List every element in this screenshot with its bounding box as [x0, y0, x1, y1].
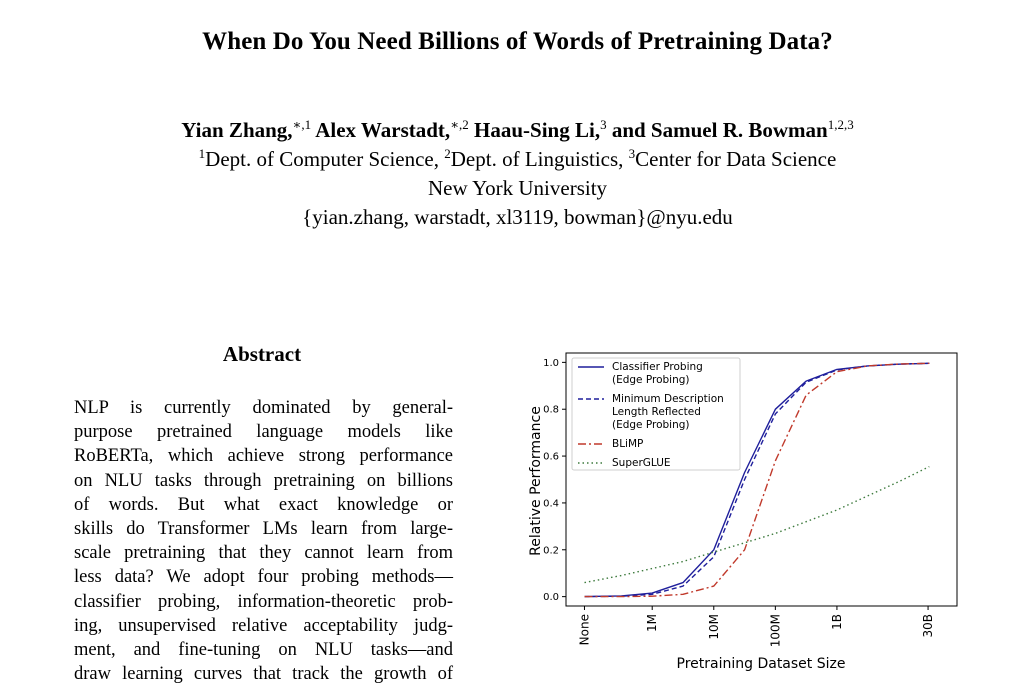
abstract-body: NLP is currently dominated by general- p… — [74, 396, 453, 686]
x-tick-label: None — [577, 614, 591, 645]
series-line — [584, 465, 930, 584]
legend-box — [571, 357, 741, 471]
abstract-line: on NLU tasks through pretraining on bill… — [74, 470, 453, 491]
abstract-line: skills do Transformer LMs learn from lar… — [74, 519, 453, 540]
abstract-heading: Abstract — [222, 342, 302, 366]
author-affiliation-marker: 1,2,3 — [827, 117, 854, 132]
affiliation-marker: 3 — [628, 146, 636, 161]
legend-label: SuperGLUE — [612, 457, 671, 469]
author-name: and Samuel R. Bowman — [611, 118, 828, 142]
author-block: Yian Zhang,∗,1 Alex Warstadt,∗,2 Haau-Si… — [0, 116, 1035, 232]
legend-label: (Edge Probing) — [612, 374, 690, 386]
series-line — [584, 362, 930, 598]
affiliation-marker: 1 — [198, 146, 206, 161]
y-axis-label: Relative Performance — [528, 406, 544, 556]
x-tick-label: 100M — [768, 614, 782, 647]
affiliations: 1Dept. of Computer Science, 2Dept. of Li… — [0, 145, 1035, 174]
author-affiliation-marker: ∗,2 — [450, 117, 469, 132]
y-tick-label: 1.0 — [543, 358, 559, 369]
author-affiliation-marker: ∗,1 — [292, 117, 312, 132]
abstract-line: draw learning curves that track the grow… — [74, 664, 453, 685]
affiliation: Dept. of Linguistics, — [450, 147, 629, 171]
abstract-line: ing, unsupervised relative acceptability… — [74, 615, 453, 636]
plot-frame — [565, 352, 958, 607]
legend-label: BLiMP — [612, 438, 643, 450]
y-tick-label: 0.8 — [543, 405, 559, 416]
x-axis-label: Pretraining Dataset Size — [677, 656, 846, 672]
legend-label: Minimum Description — [612, 393, 724, 405]
x-tick-label: 10M — [707, 614, 721, 640]
paper-title: When Do You Need Billions of Words of Pr… — [202, 28, 833, 55]
author-affiliation-marker: 3 — [600, 117, 607, 132]
x-tick-label: 30B — [921, 614, 935, 638]
author-names: Yian Zhang,∗,1 Alex Warstadt,∗,2 Haau-Si… — [0, 116, 1035, 145]
abstract-line: classifier probing, information-theoreti… — [74, 591, 453, 612]
y-tick-label: 0.4 — [543, 498, 559, 509]
y-tick-label: 0.2 — [543, 545, 559, 556]
affiliation: Center for Data Science — [635, 147, 837, 171]
affiliation-marker: 2 — [444, 146, 451, 161]
legend-label: Length Reflected — [612, 406, 701, 418]
author-name: Alex Warstadt, — [315, 118, 451, 142]
y-tick-label: 0.0 — [543, 592, 559, 603]
abstract-line: less data? We adopt four probing methods… — [74, 567, 453, 588]
institution: New York University — [427, 176, 608, 200]
abstract-line: ment, and fine-tuning on NLU tasks—and — [74, 640, 453, 661]
author-name: Yian Zhang, — [181, 118, 293, 142]
author-name: Haau-Sing Li, — [474, 118, 601, 142]
affiliation: Dept. of Computer Science, — [205, 147, 445, 171]
author-emails: {yian.zhang, warstadt, xl3119, bowman}@n… — [302, 205, 733, 229]
learning-curve-chart: 0.0 0.2 0.4 0.6 0.8 1.0 None 1M 10M 100M 1B 30B Cl… — [528, 352, 958, 672]
abstract-line: of words. But what exact knowledge or — [74, 494, 453, 515]
abstract-line: RoBERTa, which achieve strong performanc… — [74, 446, 453, 467]
x-tick-label: 1M — [645, 614, 659, 632]
abstract-line: scale pretraining that they cannot learn… — [74, 543, 453, 564]
y-tick-label: 0.6 — [543, 452, 559, 463]
legend-label: (Edge Probing) — [612, 419, 690, 431]
x-tick-label: 1B — [830, 614, 844, 630]
abstract-line: NLP is currently dominated by general- — [74, 398, 453, 418]
legend-label: Classifier Probing — [612, 361, 703, 373]
abstract-line: purpose pretrained language models like — [74, 422, 453, 443]
